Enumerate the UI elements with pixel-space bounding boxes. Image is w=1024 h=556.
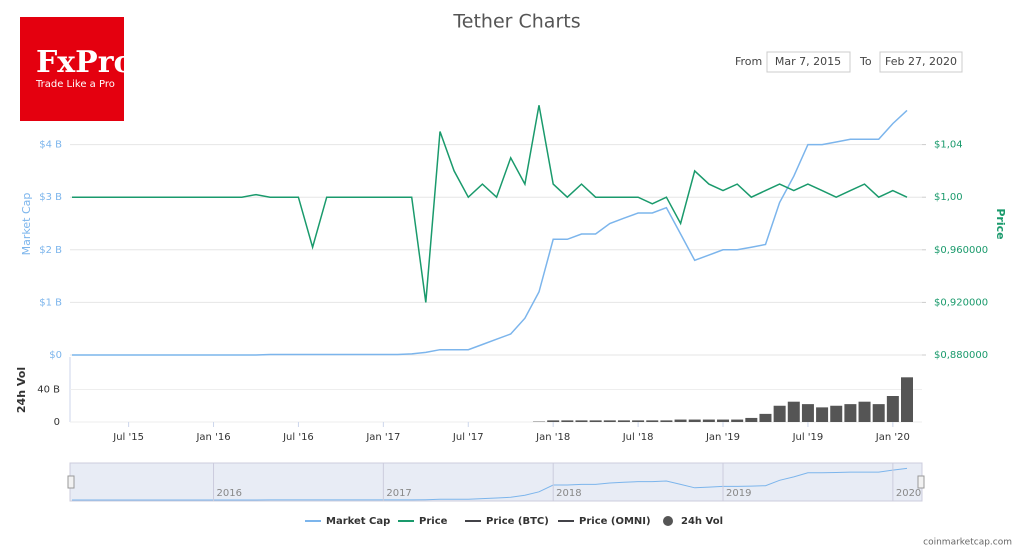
market-cap-line xyxy=(72,110,907,355)
navigator-tick-label: 2016 xyxy=(217,488,242,499)
y-tick-label: $3 B xyxy=(39,192,62,203)
volume-bar xyxy=(774,406,786,422)
volume-bar xyxy=(887,396,899,422)
chart-title: Tether Charts xyxy=(452,11,580,33)
volume-bar xyxy=(901,377,913,422)
volume-axis-title: 24h Vol xyxy=(15,367,28,413)
volume-bar xyxy=(660,420,672,422)
y-axis-title: Market Cap xyxy=(20,193,33,256)
x-tick-label: Jan '17 xyxy=(365,432,400,443)
price-line xyxy=(72,105,907,302)
x-tick-label: Jan '19 xyxy=(705,432,740,443)
volume-bar xyxy=(703,420,715,422)
navigator[interactable] xyxy=(70,463,922,501)
to-label: To xyxy=(859,55,872,68)
y-tick-label: $2 B xyxy=(39,245,62,256)
y2-tick-label: $0,880000 xyxy=(934,350,988,361)
volume-bar xyxy=(731,420,743,422)
volume-bar xyxy=(575,420,587,422)
legend-label[interactable]: Price xyxy=(419,516,448,527)
legend-label[interactable]: 24h Vol xyxy=(681,516,723,527)
y-tick-label: 0 xyxy=(54,417,60,428)
navigator-tick-label: 2017 xyxy=(386,488,411,499)
from-value[interactable]: Mar 7, 2015 xyxy=(775,55,841,68)
volume-bar xyxy=(873,404,885,422)
volume-bar xyxy=(816,407,828,422)
legend-label[interactable]: Price (BTC) xyxy=(486,516,549,527)
y2-tick-label: $1,04 xyxy=(934,140,963,151)
y2-tick-label: $0,920000 xyxy=(934,297,988,308)
volume-bar xyxy=(689,420,701,422)
navigator-tick-label: 2018 xyxy=(556,488,581,499)
y2-tick-label: $0,960000 xyxy=(934,245,988,256)
navigator-tick-label: 2020 xyxy=(896,488,921,499)
legend-label[interactable]: Market Cap xyxy=(326,516,390,527)
volume-bar xyxy=(830,406,842,422)
volume-bar xyxy=(745,418,757,422)
credit: coinmarketcap.com xyxy=(923,538,1012,548)
to-value[interactable]: Feb 27, 2020 xyxy=(885,55,957,68)
volume-bar xyxy=(844,404,856,422)
volume-bar xyxy=(618,420,630,422)
y2-axis-title: Price xyxy=(994,208,1007,239)
x-tick-label: Jul '16 xyxy=(282,432,314,443)
volume-bar xyxy=(646,420,658,422)
volume-bar xyxy=(759,414,771,422)
y-tick-label: $4 B xyxy=(39,140,62,151)
x-tick-label: Jul '15 xyxy=(112,432,144,443)
y2-tick-label: $1,00 xyxy=(934,192,963,203)
volume-bar xyxy=(547,420,559,422)
volume-bar xyxy=(590,420,602,422)
volume-bar xyxy=(859,402,871,422)
from-label: From xyxy=(735,55,762,68)
legend-label[interactable]: Price (OMNI) xyxy=(579,516,651,527)
y-tick-label: $0 xyxy=(49,350,62,361)
navigator-handle[interactable] xyxy=(918,476,924,488)
volume-bar xyxy=(561,420,573,422)
volume-bar xyxy=(604,420,616,422)
x-tick-label: Jan '16 xyxy=(195,432,230,443)
navigator-handle[interactable] xyxy=(68,476,74,488)
x-tick-label: Jul '19 xyxy=(792,432,824,443)
x-tick-label: Jul '18 xyxy=(622,432,654,443)
x-tick-label: Jan '20 xyxy=(875,432,910,443)
volume-bar xyxy=(717,420,729,422)
volume-bar xyxy=(788,402,800,422)
ad-brand[interactable]: FxPro xyxy=(36,45,134,80)
y-tick-label: 40 B xyxy=(37,385,60,396)
volume-bar xyxy=(675,420,687,422)
navigator-tick-label: 2019 xyxy=(726,488,751,499)
x-tick-label: Jul '17 xyxy=(452,432,484,443)
x-tick-label: Jan '18 xyxy=(535,432,570,443)
ad-slogan: Trade Like a Pro xyxy=(35,79,115,90)
volume-bar xyxy=(802,404,814,422)
legend-symbol xyxy=(663,516,673,526)
volume-bar xyxy=(632,420,644,422)
y-tick-label: $1 B xyxy=(39,297,62,308)
